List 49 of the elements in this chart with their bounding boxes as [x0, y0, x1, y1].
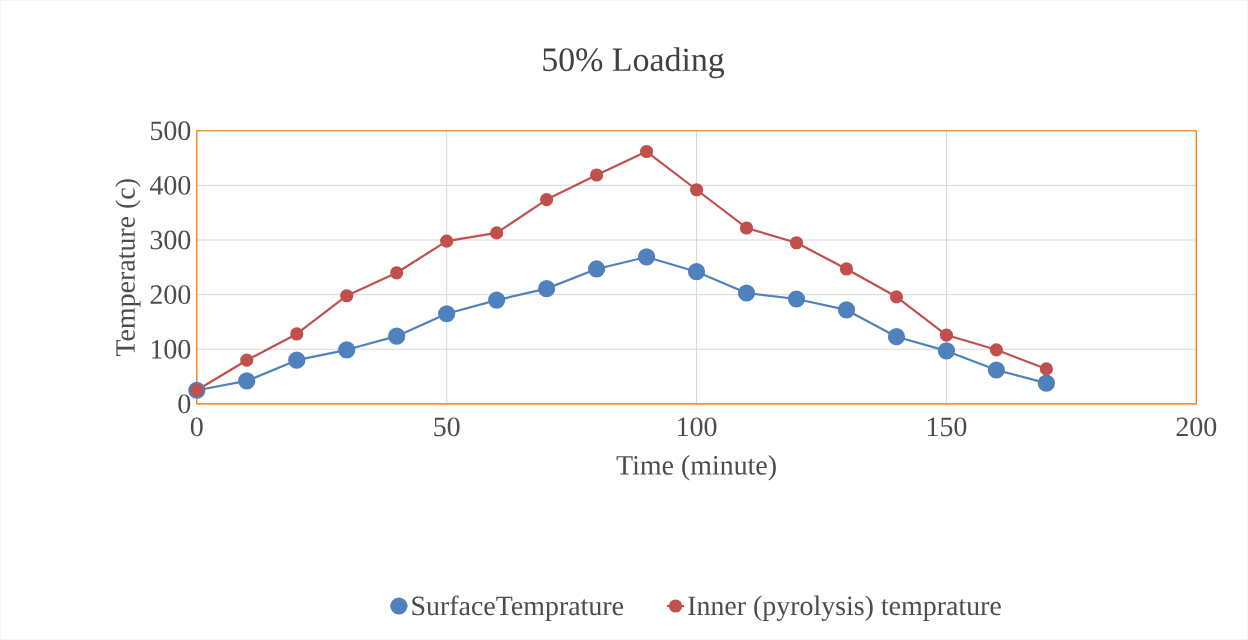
point	[590, 168, 604, 182]
point	[787, 290, 806, 308]
x-tick-label: 50	[434, 417, 460, 437]
legend-label: Inner (pyrolysis) temprature	[688, 595, 1001, 622]
point	[488, 291, 506, 309]
point	[238, 372, 256, 390]
x-tick-label: 150	[927, 417, 967, 437]
point	[639, 145, 654, 159]
point	[588, 260, 606, 278]
legend-label: SurfaceTemprature	[412, 595, 624, 622]
point	[388, 327, 406, 345]
point	[438, 305, 456, 323]
point	[338, 341, 356, 359]
point	[939, 328, 954, 342]
y-tick-label: 500	[151, 121, 191, 141]
point	[440, 234, 454, 248]
point	[240, 353, 254, 367]
point	[837, 301, 856, 319]
point	[887, 328, 906, 346]
point	[789, 236, 804, 250]
point	[739, 221, 754, 235]
x-tick-label: 100	[678, 417, 717, 437]
point	[490, 226, 504, 240]
chart-title: 50% Loading	[543, 47, 725, 79]
point	[687, 263, 706, 281]
point	[987, 361, 1006, 379]
point	[889, 290, 904, 304]
point	[540, 193, 554, 207]
point	[1039, 362, 1053, 376]
y-tick-label: 300	[150, 230, 191, 250]
point	[1037, 374, 1055, 392]
point	[340, 289, 354, 303]
y-axis-title: Temperature (c)	[115, 179, 141, 357]
point	[288, 351, 306, 369]
point	[390, 266, 404, 280]
point	[839, 262, 854, 276]
x-axis-title: Time (minute)	[616, 455, 776, 481]
point	[637, 248, 656, 266]
point	[689, 183, 704, 197]
point	[538, 280, 556, 298]
x-tick-label: 200	[1176, 417, 1217, 437]
point	[737, 284, 756, 302]
point	[989, 343, 1004, 357]
point	[290, 327, 304, 341]
y-tick-label: 400	[149, 176, 191, 195]
point	[937, 342, 956, 360]
y-tick-label: 100	[151, 339, 191, 359]
y-tick-label: 200	[150, 285, 191, 305]
y-tick-label: 0	[178, 394, 191, 414]
